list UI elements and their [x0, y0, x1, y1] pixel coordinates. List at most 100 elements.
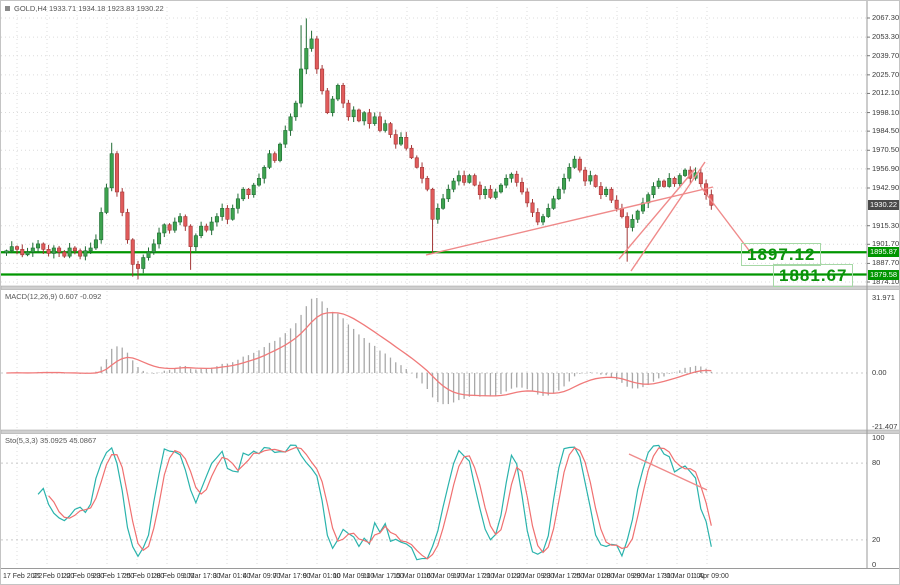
time-axis-label: 31 Mar 01:00: [663, 573, 705, 580]
symbol-ohlc-label: GOLD,H4 1933.71 1934.18 1923.83 1930.22: [14, 4, 164, 13]
macd-axis-label: -21.407: [872, 422, 898, 431]
time-axis-label: 23 Feb 17:00: [93, 573, 135, 580]
time-axis-label: 21 Mar 01:00: [483, 573, 525, 580]
candle-body: [272, 153, 277, 161]
candle-body: [241, 188, 246, 200]
price-axis-label: 2039.70: [872, 50, 900, 60]
time-axis-label: 4 Mar 09:00: [243, 573, 281, 580]
candle-body: [451, 180, 456, 190]
macd-axis-label: 31.971: [872, 293, 895, 302]
price-axis-label: 2067.30: [872, 13, 900, 22]
trend-line[interactable]: [630, 161, 706, 272]
stoch-main-line: [37, 444, 712, 561]
price-axis-label: 2012.10: [872, 88, 900, 98]
candle-body: [441, 198, 446, 209]
candle-body: [299, 68, 304, 104]
trend-line[interactable]: [425, 186, 714, 256]
time-axis-label: 22 Feb 09:00: [63, 573, 105, 580]
stoch-axis-label: 20: [872, 535, 881, 544]
price-axis-label: 1887.70: [872, 258, 900, 268]
candle-body: [314, 38, 319, 70]
candle-body: [525, 191, 530, 204]
candle-body: [535, 212, 540, 223]
trend-line[interactable]: [618, 168, 696, 260]
candle-body: [204, 225, 209, 231]
candle-body: [251, 184, 256, 195]
candle-body: [467, 175, 472, 183]
candle-body: [293, 102, 298, 118]
time-axis-label: 16 Mar 09:00: [423, 573, 465, 580]
candle-body: [562, 177, 567, 190]
time-axis-label: 3 Mar 01:00: [213, 573, 251, 580]
candle-body: [225, 208, 230, 220]
stoch-trend-line[interactable]: [628, 453, 708, 491]
stoch-axis-label: 100: [872, 433, 885, 442]
candle-body: [598, 186, 603, 195]
candle-body: [551, 198, 556, 209]
time-axis-label: 22 Mar 09:00: [513, 573, 555, 580]
grid-layer: [1, 7, 867, 567]
candle-body: [672, 177, 677, 185]
candle-body: [304, 48, 309, 70]
candle-body: [193, 235, 198, 247]
candle-body: [519, 182, 524, 193]
candle-body: [661, 180, 666, 187]
candle-body: [572, 158, 577, 168]
candle-body: [172, 221, 177, 231]
candle-body: [556, 188, 561, 200]
candle-body: [167, 224, 172, 231]
candle-body: [62, 251, 67, 257]
candle-body: [393, 134, 398, 145]
price-axis-label: 1915.30: [872, 220, 900, 230]
candle-body: [493, 191, 498, 198]
candle-body: [609, 188, 614, 201]
candle-body: [93, 239, 98, 249]
trend-line[interactable]: [700, 186, 752, 254]
candle-body: [509, 173, 514, 179]
candle-body: [514, 173, 519, 183]
macd-indicator-label: MACD(12,26,9) 0.607 -0.092: [5, 292, 102, 301]
candle-body: [530, 202, 535, 213]
symbol-marker-icon: [5, 6, 10, 11]
candle-body: [15, 246, 20, 250]
support-line-price-badge: 1879.58: [868, 269, 899, 280]
candle-body: [635, 210, 640, 220]
candle-body: [593, 175, 598, 187]
candle-body: [320, 68, 325, 92]
candle-body: [456, 175, 461, 182]
price-axis-label: 1956.90: [872, 163, 900, 173]
candle-body: [125, 212, 130, 241]
candle-body: [25, 251, 30, 256]
candle-body: [677, 175, 682, 185]
time-axis-label: 25 Mar 01:00: [573, 573, 615, 580]
price-axis-label: 2053.30: [872, 32, 900, 42]
time-axis-label: 1 Mar 17:00: [183, 573, 221, 580]
price-axis-label: 1970.50: [872, 145, 900, 155]
stoch-indicator-label: Sto(5,3,3) 35.0925 45.0867: [5, 436, 97, 445]
candle-body: [346, 102, 351, 118]
candle-body: [267, 153, 272, 168]
candle-body: [136, 264, 141, 269]
candle-body: [351, 109, 356, 118]
support-line-price-badge: 1895.87: [868, 247, 899, 258]
candle-body: [9, 246, 14, 252]
candle-body: [414, 157, 419, 168]
stoch-signal-line: [48, 446, 712, 560]
macd-axis-label: 0.00: [872, 368, 887, 377]
candle-body: [67, 247, 72, 257]
candle-body: [325, 90, 330, 113]
candle-body: [151, 243, 156, 253]
price-axis-label: 1901.70: [872, 239, 900, 249]
candle-body: [30, 247, 35, 253]
stoch-axis-label: 80: [872, 458, 881, 467]
support-price-label-2[interactable]: 1881.67: [773, 264, 854, 287]
candle-body: [188, 225, 193, 247]
support-price-label-1[interactable]: 1897.12: [741, 243, 822, 266]
candle-body: [230, 208, 235, 220]
candle-body: [214, 216, 219, 223]
candle-body: [235, 198, 240, 209]
candle-body: [577, 158, 582, 171]
candle-body: [683, 169, 688, 176]
candle-body: [4, 250, 9, 254]
